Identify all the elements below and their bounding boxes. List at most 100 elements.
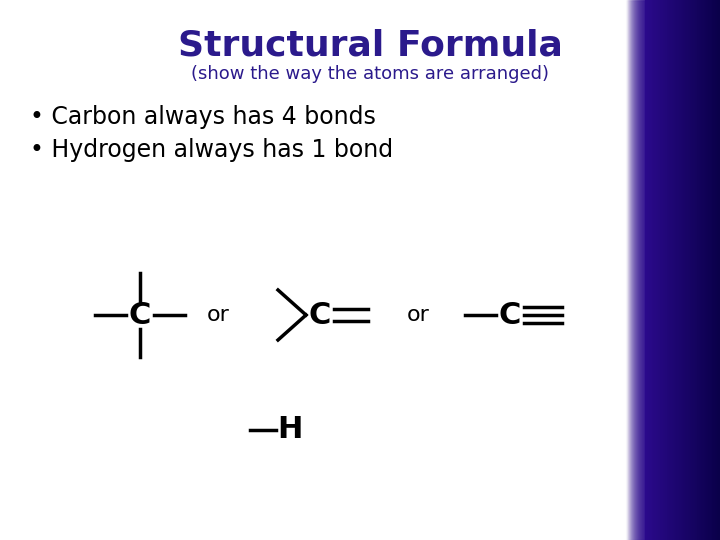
- Bar: [639, 0, 641, 540]
- Bar: [692, 0, 694, 540]
- Bar: [643, 0, 645, 540]
- Bar: [640, 0, 642, 540]
- Bar: [649, 0, 652, 540]
- Bar: [654, 0, 657, 540]
- Bar: [707, 0, 708, 540]
- Bar: [686, 0, 688, 540]
- Bar: [633, 0, 635, 540]
- Text: or: or: [407, 305, 429, 325]
- Bar: [638, 0, 640, 540]
- Bar: [644, 0, 646, 540]
- Bar: [664, 0, 666, 540]
- Bar: [676, 0, 678, 540]
- Bar: [715, 0, 717, 540]
- Bar: [714, 0, 716, 540]
- Bar: [672, 0, 674, 540]
- Bar: [691, 0, 693, 540]
- Bar: [703, 0, 705, 540]
- Bar: [687, 0, 689, 540]
- Bar: [682, 0, 683, 540]
- Bar: [694, 0, 696, 540]
- Bar: [699, 0, 701, 540]
- Bar: [645, 0, 647, 540]
- Bar: [701, 0, 703, 540]
- Bar: [630, 0, 632, 540]
- Bar: [655, 0, 657, 540]
- Bar: [668, 0, 670, 540]
- Bar: [677, 0, 679, 540]
- Bar: [654, 0, 656, 540]
- Bar: [629, 0, 631, 540]
- Bar: [632, 0, 634, 540]
- Bar: [656, 0, 658, 540]
- Bar: [649, 0, 651, 540]
- Bar: [717, 0, 719, 540]
- Bar: [652, 0, 654, 540]
- Text: • Carbon always has 4 bonds: • Carbon always has 4 bonds: [30, 105, 376, 129]
- Bar: [711, 0, 714, 540]
- Bar: [660, 0, 662, 540]
- Bar: [693, 0, 695, 540]
- Bar: [683, 0, 685, 540]
- Bar: [696, 0, 698, 540]
- Bar: [647, 0, 649, 540]
- Bar: [659, 0, 661, 540]
- Bar: [674, 0, 676, 540]
- Text: or: or: [207, 305, 230, 325]
- Bar: [679, 0, 680, 540]
- Bar: [678, 0, 680, 540]
- Text: • Hydrogen always has 1 bond: • Hydrogen always has 1 bond: [30, 138, 393, 162]
- Bar: [673, 0, 675, 540]
- Bar: [708, 0, 711, 540]
- Bar: [651, 0, 652, 540]
- Bar: [628, 0, 630, 540]
- Bar: [646, 0, 648, 540]
- Bar: [654, 0, 655, 540]
- Bar: [698, 0, 699, 540]
- Bar: [705, 0, 707, 540]
- Bar: [680, 0, 683, 540]
- Bar: [652, 0, 654, 540]
- Bar: [675, 0, 677, 540]
- Bar: [662, 0, 664, 540]
- Bar: [650, 0, 652, 540]
- Bar: [702, 0, 704, 540]
- Bar: [647, 0, 649, 540]
- Bar: [626, 0, 628, 540]
- Bar: [719, 0, 720, 540]
- Bar: [641, 0, 643, 540]
- Bar: [661, 0, 663, 540]
- Bar: [648, 0, 649, 540]
- Bar: [708, 0, 710, 540]
- Text: Structural Formula: Structural Formula: [178, 28, 562, 62]
- Bar: [648, 0, 650, 540]
- Bar: [706, 0, 708, 540]
- Bar: [651, 0, 653, 540]
- Bar: [685, 0, 686, 540]
- Bar: [680, 0, 682, 540]
- Bar: [637, 0, 639, 540]
- Bar: [653, 0, 655, 540]
- Text: (show the way the atoms are arranged): (show the way the atoms are arranged): [191, 65, 549, 83]
- Bar: [716, 0, 718, 540]
- Text: C: C: [129, 300, 151, 329]
- Bar: [689, 0, 691, 540]
- Bar: [670, 0, 671, 540]
- Bar: [646, 0, 648, 540]
- Bar: [704, 0, 706, 540]
- Bar: [690, 0, 692, 540]
- Bar: [688, 0, 690, 540]
- Bar: [657, 0, 659, 540]
- Bar: [665, 0, 667, 540]
- Bar: [627, 0, 629, 540]
- Bar: [635, 0, 637, 540]
- Bar: [710, 0, 711, 540]
- Bar: [671, 0, 673, 540]
- Bar: [695, 0, 697, 540]
- Bar: [631, 0, 633, 540]
- Bar: [714, 0, 716, 540]
- Text: C: C: [309, 300, 331, 329]
- Bar: [713, 0, 714, 540]
- Bar: [718, 0, 720, 540]
- Bar: [667, 0, 670, 540]
